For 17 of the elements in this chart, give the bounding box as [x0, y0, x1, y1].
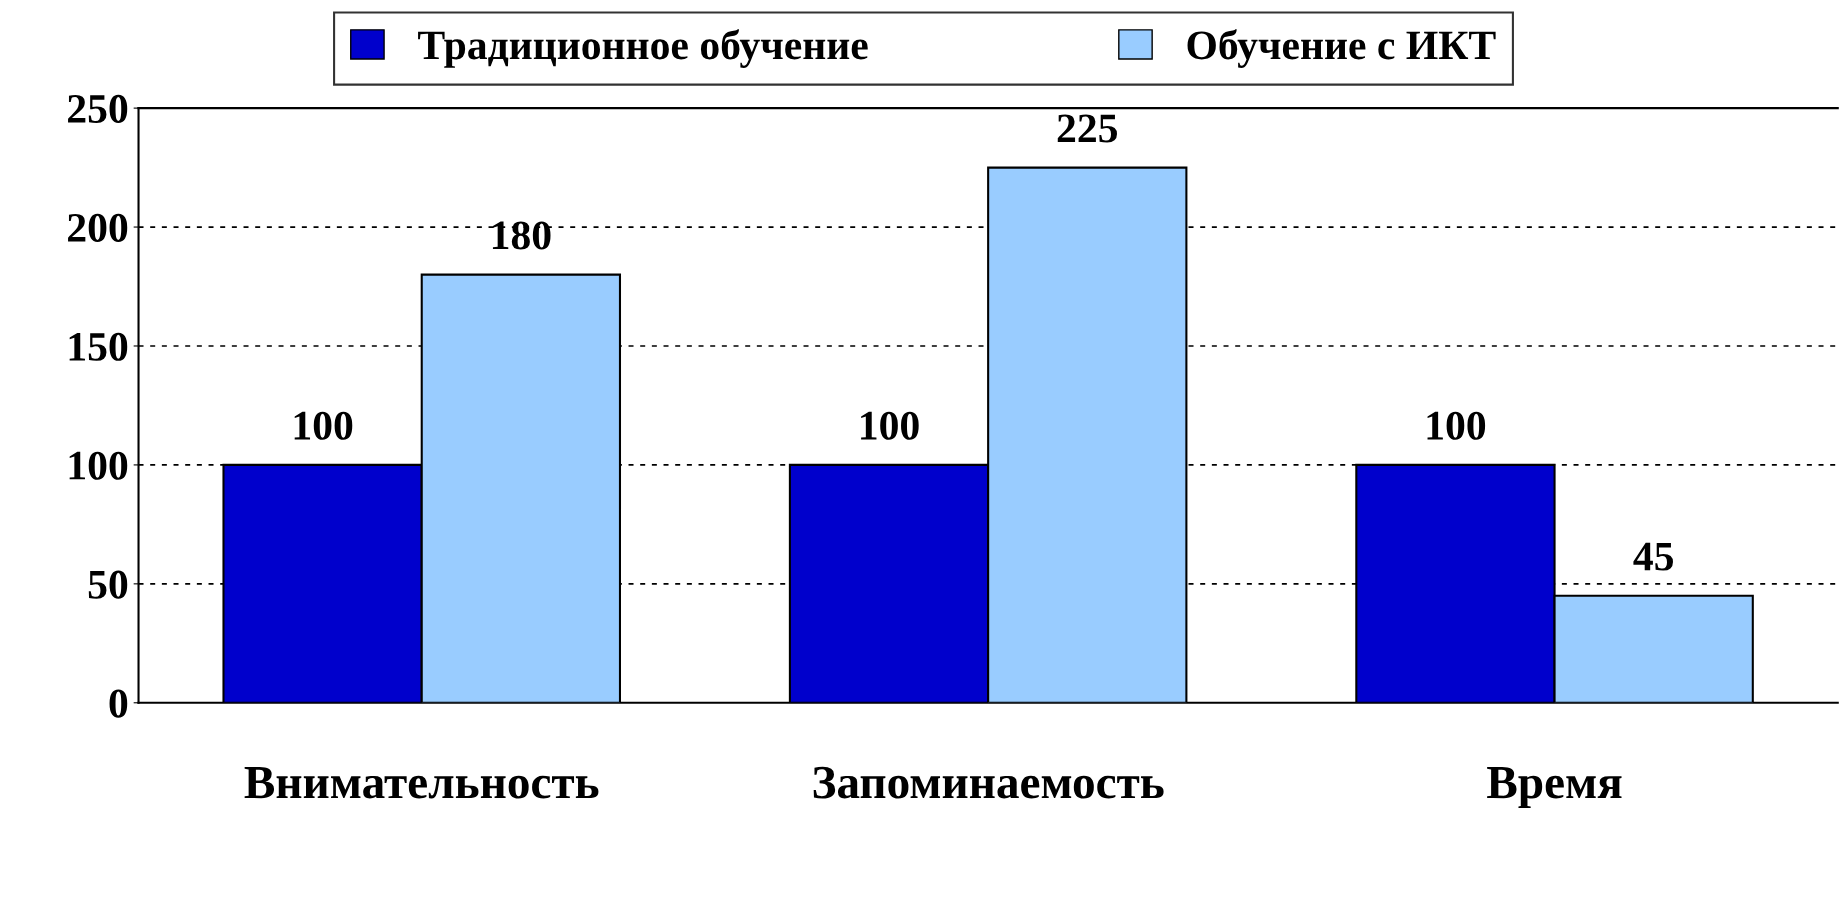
data-label: 100 [294, 411, 353, 440]
data-label: 225 [1057, 114, 1117, 143]
y-tick-label: 250 [68, 94, 128, 123]
y-tick-label: 100 [69, 451, 128, 480]
legend-label: Обучение с ИКТ [1187, 29, 1496, 68]
legend-label: Традиционное обучение [418, 29, 868, 68]
y-tick-label: 200 [68, 213, 128, 242]
x-tick-label: Внимательность [244, 767, 599, 799]
y-tick-label: 50 [88, 570, 128, 599]
data-label: 45 [1633, 542, 1673, 571]
x-tick-label: Запоминаемость [813, 766, 1164, 799]
y-tick-label: 0 [109, 689, 128, 718]
y-tick-label: 150 [69, 332, 128, 361]
data-label: 100 [861, 411, 919, 440]
data-label: 180 [492, 221, 551, 250]
x-tick-label: Время [1487, 767, 1622, 809]
data-label: 100 [1427, 411, 1486, 440]
